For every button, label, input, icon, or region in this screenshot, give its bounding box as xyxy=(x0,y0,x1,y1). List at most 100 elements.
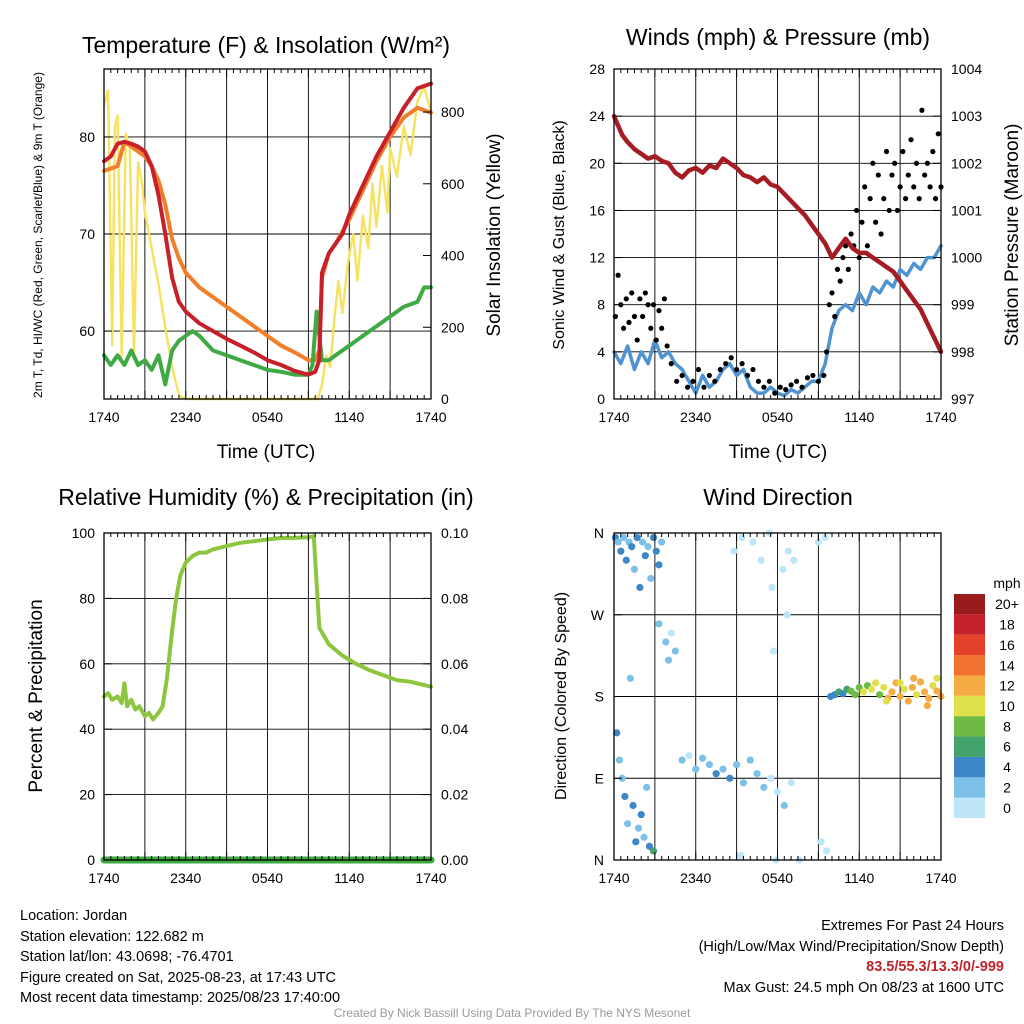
winds-left-tick-label: 8 xyxy=(597,297,605,313)
temperature-x-tick-1740: 1740 xyxy=(415,409,446,425)
wind-direction-point xyxy=(698,754,707,762)
wind-direction-point xyxy=(662,638,670,646)
gust-point xyxy=(829,290,835,296)
gust-point xyxy=(728,355,734,361)
legend-label-2: 4 xyxy=(1003,759,1011,775)
wind-direction-point xyxy=(814,538,822,546)
gust-point xyxy=(823,349,830,355)
humidity-panel: Relative Humidity (%) & Precipitation (i… xyxy=(26,484,474,886)
winds-left-tick-label: 20 xyxy=(589,155,605,171)
station-location: Location: Jordan xyxy=(20,908,128,924)
humidity-right-tick-label: 0.06 xyxy=(441,656,468,672)
gust-point xyxy=(843,243,849,249)
gust-point xyxy=(848,231,854,237)
temperature-panel: Temperature (F) & Insolation (W/m²) Time… xyxy=(31,32,505,463)
gust-point xyxy=(821,372,827,379)
wind-direction-point xyxy=(880,683,888,692)
wind-direction-point xyxy=(859,688,867,696)
gust-point xyxy=(777,384,783,390)
gust-point xyxy=(810,372,816,379)
gust-point xyxy=(859,219,865,225)
winds-x-tick-0540: 0540 xyxy=(762,409,793,425)
gust-point xyxy=(900,148,906,155)
legend-swatch-9 xyxy=(954,614,985,635)
winds-series xyxy=(611,107,944,398)
wind-direction-point xyxy=(667,629,675,637)
winds-left-tick-label: 12 xyxy=(589,250,605,266)
gust-point xyxy=(750,366,756,373)
legend-label-6: 12 xyxy=(999,678,1015,694)
wind-direction-point xyxy=(769,647,778,655)
gust-point xyxy=(674,378,680,384)
gust-point xyxy=(772,390,778,396)
extremes-values: 83.5/55.3/13.3/0/-999 xyxy=(866,959,1004,975)
gust-point xyxy=(661,296,668,302)
gust-point xyxy=(894,207,901,214)
wind-direction-panel: Wind Direction Direction (Colored By Spe… xyxy=(553,484,1021,886)
wind-direction-point xyxy=(929,682,937,690)
gust-point xyxy=(653,337,659,343)
winds-y2-axis-label: Station Pressure (Maroon) xyxy=(1002,124,1023,347)
wind-direction-point xyxy=(678,756,686,764)
gust-point xyxy=(755,378,762,384)
winds-left-tick-label: 4 xyxy=(597,344,605,360)
legend-swatch-8 xyxy=(954,634,985,656)
legend-swatch-1 xyxy=(954,777,985,798)
wind-direction-y-axis-label: Direction (Colored By Speed) xyxy=(553,592,570,800)
winds-left-tick-label: 16 xyxy=(589,202,605,218)
wind-direction-point xyxy=(692,765,700,773)
winds-right-tick-label: 999 xyxy=(951,297,975,313)
gust-point xyxy=(913,160,920,166)
gust-point xyxy=(924,160,930,166)
gust-point xyxy=(922,172,928,178)
extremes-subheading: (High/Low/Max Wind/Precipitation/Snow De… xyxy=(698,938,1004,955)
wind-direction-point xyxy=(626,674,634,682)
winds-grid xyxy=(614,69,941,399)
gust-point xyxy=(615,272,621,278)
speed-color-legend: mph 0 2 4 6 8 10 12 14 16 18 20+ xyxy=(954,575,1021,818)
gust-point xyxy=(623,296,629,302)
wind-direction-x-tick-0540: 0540 xyxy=(762,870,793,886)
gust-point xyxy=(875,172,881,178)
legend-label-4: 8 xyxy=(1003,718,1011,734)
gust-point xyxy=(793,378,800,384)
wind-direction-point xyxy=(784,547,793,555)
gust-point xyxy=(701,384,707,390)
gust-point xyxy=(739,361,745,367)
temperature-right-tick-label: 800 xyxy=(441,104,465,120)
gust-point xyxy=(815,378,821,384)
winds-right-tick-label: 1003 xyxy=(951,108,982,124)
wind-direction-x-tick-1140: 1140 xyxy=(844,870,874,886)
wind-direction-point xyxy=(637,810,645,819)
gust-point xyxy=(892,160,898,166)
humidity-right-tick-label: 0.00 xyxy=(441,852,468,868)
humidity-left-tick-label: 20 xyxy=(79,787,95,803)
gust-point xyxy=(867,196,873,202)
gust-point xyxy=(717,366,723,373)
wind-direction-point xyxy=(867,685,876,693)
gust-point xyxy=(679,372,685,379)
temperature-series-solar xyxy=(102,85,433,401)
station-latlon: Station lat/lon: 43.0698; -76.4701 xyxy=(20,949,234,965)
gust-point xyxy=(856,254,862,261)
wind-direction-point xyxy=(925,694,933,702)
gust-point xyxy=(766,378,772,384)
winds-x-tick-1740: 1740 xyxy=(925,409,956,425)
legend-swatch-5 xyxy=(954,695,985,717)
gust-point xyxy=(932,196,939,202)
legend-label-9: 18 xyxy=(999,617,1015,633)
gust-point xyxy=(804,375,811,381)
wind-direction-point xyxy=(739,779,748,787)
gust-point xyxy=(870,160,876,166)
temperature-right-tick-label: 600 xyxy=(441,176,465,192)
wind-direction-point xyxy=(643,783,651,791)
wind-direction-y-tick-label: W xyxy=(591,607,605,623)
wind-direction-panel-title: Wind Direction xyxy=(703,484,853,510)
winds-series-pressure xyxy=(611,113,944,355)
winds-panel-title: Winds (mph) & Pressure (mb) xyxy=(626,24,930,50)
gust-point xyxy=(637,296,643,302)
wind-direction-point xyxy=(633,533,641,542)
gust-point xyxy=(723,361,729,367)
wind-direction-point xyxy=(671,647,679,655)
